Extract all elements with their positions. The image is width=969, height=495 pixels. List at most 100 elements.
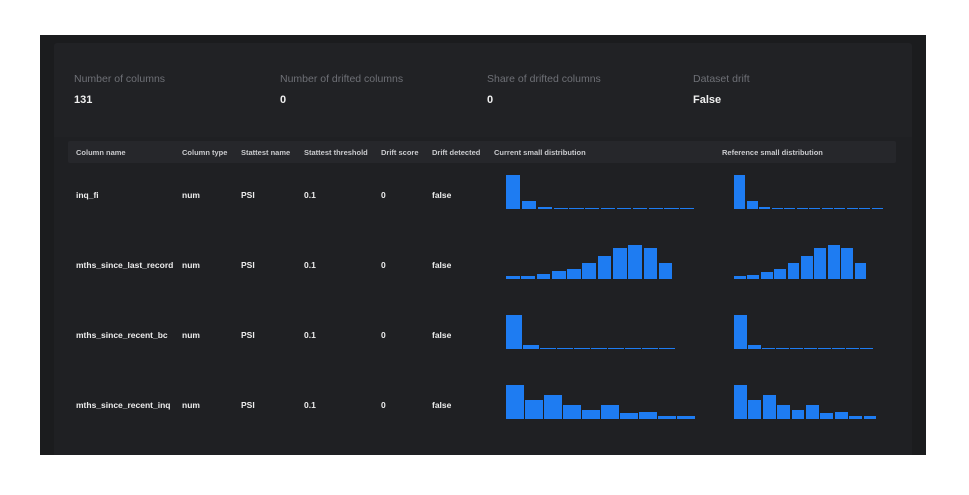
cell-stattest-name: PSI [241, 330, 255, 340]
histogram-bar [601, 207, 616, 209]
table-row[interactable]: inq_fi num PSI 0.1 0 false [54, 163, 912, 233]
cell-stattest-threshold: 0.1 [304, 330, 316, 340]
histogram-bar [787, 263, 800, 279]
column-drift-table: Column name Column type Stattest name St… [54, 137, 912, 455]
histogram-bar [734, 315, 747, 349]
cell-column-name: inq_fi [76, 190, 99, 200]
histogram-bar [540, 347, 556, 349]
header-column-name[interactable]: Column name [76, 148, 126, 157]
histogram-bar [762, 347, 775, 349]
histogram-bar [841, 248, 854, 279]
histogram-bar [747, 274, 760, 279]
metric-value: False [693, 94, 722, 106]
cell-drift-detected: false [432, 330, 452, 340]
histogram-bar [563, 405, 581, 419]
histogram-bar [784, 207, 795, 209]
metric-share-of-drifted-columns: Share of drifted columns 0 [487, 73, 601, 106]
histogram-bar [544, 394, 562, 419]
header-drift-score[interactable]: Drift score [381, 148, 419, 157]
histogram-bar [748, 400, 762, 419]
histogram-bar [734, 385, 747, 419]
histogram-bar [834, 412, 848, 419]
header-stattest-threshold[interactable]: Stattest threshold [304, 148, 368, 157]
table-row[interactable]: mths_since_recent_bc num PSI 0.1 0 false [54, 303, 912, 373]
cell-stattest-name: PSI [241, 190, 255, 200]
cell-stattest-name: PSI [241, 260, 255, 270]
histogram-bar [536, 273, 551, 279]
table-header: Column name Column type Stattest name St… [68, 141, 896, 163]
histogram-bar [849, 415, 863, 419]
cell-drift-score: 0 [381, 190, 386, 200]
header-column-type[interactable]: Column type [182, 148, 228, 157]
cell-column-type: num [182, 330, 200, 340]
cell-drift-detected: false [432, 400, 452, 410]
histogram-bar [832, 347, 845, 349]
cell-column-type: num [182, 400, 200, 410]
metric-label: Number of columns [74, 73, 166, 85]
histogram-bar [523, 344, 539, 349]
metric-value: 0 [280, 94, 287, 106]
histogram-bar [582, 263, 597, 279]
metric-label: Dataset drift [693, 73, 750, 85]
histogram-bar [776, 347, 789, 349]
cell-stattest-name: PSI [241, 400, 255, 410]
metric-value: 131 [74, 94, 93, 106]
cell-drift-score: 0 [381, 260, 386, 270]
table-row[interactable]: mths_since_recent_inq num PSI 0.1 0 fals… [54, 373, 912, 443]
header-drift-detected[interactable]: Drift detected [432, 148, 481, 157]
histogram-bar [806, 405, 819, 419]
histogram-bar [574, 347, 590, 349]
histogram-bar [809, 207, 820, 209]
histogram-bar [659, 347, 675, 349]
histogram-bar [774, 268, 787, 279]
cell-column-type: num [182, 190, 200, 200]
histogram-bar [625, 347, 641, 349]
histogram-bar [834, 207, 845, 209]
histogram-bar [612, 248, 627, 279]
cell-column-name: mths_since_last_record [76, 260, 174, 270]
histogram-bar [557, 347, 573, 349]
reference-distribution-histogram [734, 385, 878, 433]
histogram-bar [551, 271, 566, 279]
cell-stattest-threshold: 0.1 [304, 260, 316, 270]
histogram-bar [790, 347, 803, 349]
histogram-bar [746, 200, 758, 209]
reference-distribution-histogram [734, 315, 874, 363]
histogram-bar [871, 207, 883, 209]
cell-drift-detected: false [432, 190, 452, 200]
header-stattest-name[interactable]: Stattest name [241, 148, 291, 157]
metric-value: 0 [487, 94, 494, 106]
current-distribution-histogram [506, 175, 696, 223]
histogram-bar [591, 347, 607, 349]
histogram-bar [601, 405, 619, 419]
histogram-bar [616, 207, 632, 209]
histogram-bar [677, 416, 695, 419]
histogram-bar [658, 263, 673, 279]
histogram-bar [648, 207, 663, 209]
histogram-bar [771, 207, 783, 209]
cell-column-name: mths_since_recent_inq [76, 400, 171, 410]
histogram-bar [628, 245, 642, 279]
histogram-bar [734, 276, 746, 279]
histogram-bar [506, 385, 524, 419]
histogram-bar [639, 412, 657, 419]
histogram-bar [608, 347, 624, 349]
drift-report-panel: Number of columns 131 Number of drifted … [40, 35, 926, 455]
histogram-bar [569, 207, 584, 209]
table-row[interactable]: mths_since_last_record num PSI 0.1 0 fal… [54, 233, 912, 303]
metric-dataset-drift: Dataset drift False [693, 73, 750, 106]
histogram-bar [762, 394, 776, 419]
histogram-bar [820, 412, 834, 419]
histogram-bar [818, 347, 831, 349]
metric-number-of-columns: Number of columns 131 [74, 73, 165, 106]
histogram-bar [553, 207, 568, 209]
current-distribution-histogram [506, 315, 676, 363]
histogram-bar [801, 256, 813, 279]
metric-number-of-drifted-columns: Number of drifted columns 0 [280, 73, 403, 106]
cell-column-name: mths_since_recent_bc [76, 330, 168, 340]
histogram-bar [506, 276, 520, 279]
header-reference-distribution: Reference small distribution [722, 148, 823, 157]
cell-drift-score: 0 [381, 400, 386, 410]
metric-label: Share of drifted columns [487, 73, 601, 85]
histogram-bar [821, 207, 833, 209]
